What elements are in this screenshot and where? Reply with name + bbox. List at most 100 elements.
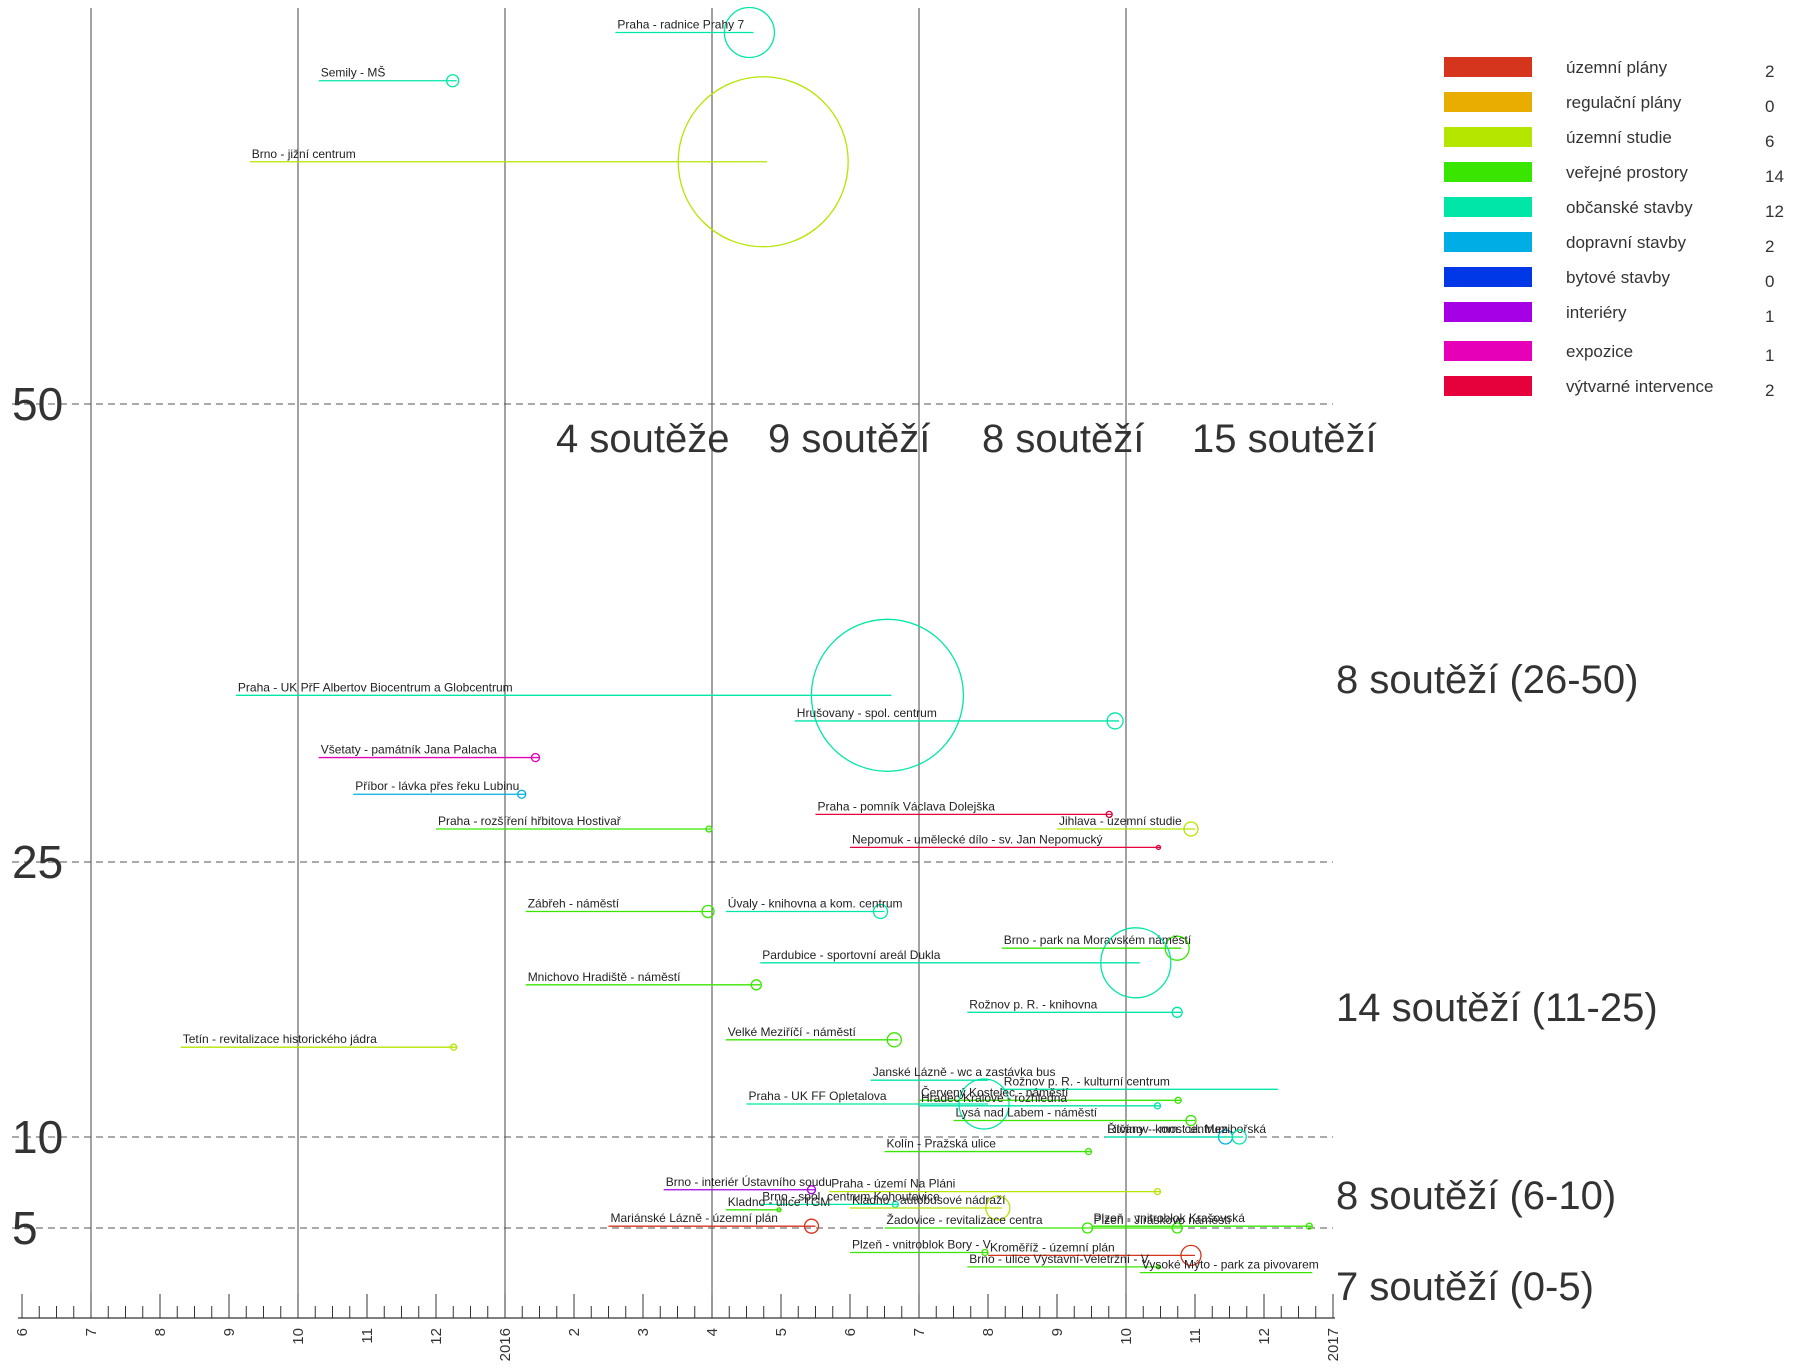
legend-count: 1 [1765,346,1774,365]
competition-label: Plzeň - Jiráskovo náměstí [1094,1213,1232,1227]
competition-bubble [1155,1264,1162,1270]
competition-mark: Janské Lázně - wc a zastávka bus [870,1065,1055,1081]
legend-count: 0 [1765,97,1774,116]
competition-bubble [958,1078,1010,1130]
legend-swatch [1444,57,1532,77]
competition-label: Žadovice - revitalizace centra [887,1212,1043,1227]
x-tick-label: 10 [1118,1328,1135,1345]
competition-label: Hradec Králové - rozhledna [921,1091,1067,1105]
group-count-label: 15 soutěží [1192,417,1377,461]
legend-label: expozice [1566,342,1633,361]
competition-label: Zábřeh - náměstí [528,897,620,911]
x-tick-label: 11 [1187,1328,1204,1344]
legend-count: 2 [1765,62,1774,81]
legend-swatch [1444,302,1532,322]
competition-label: Brno - park na Moravském náměstí [1004,933,1192,947]
competition-mark: Plzeň - vnitroblok Bory - V [850,1237,991,1257]
competition-mark: Brno - park na Moravském náměstí [1001,933,1192,961]
legend-item: územní studie 6 [1444,127,1774,151]
competition-label: Brno - ulice Výstavní-Veletržní - V [969,1252,1148,1266]
competition-label: Červený Kostelec - náměstí [921,1084,1069,1099]
competition-bubble [530,752,541,763]
x-tick-label: 2 [566,1328,583,1336]
competition-bubble [1171,1222,1183,1234]
competition-mark: Říčany - kom. centrum [1105,1121,1247,1145]
competition-mark: Brno - spol. centrum Kohoutovice [760,1189,940,1208]
competition-label: Velké Meziříčí - náměstí [728,1025,857,1039]
competition-bubble [872,903,889,920]
competition-bubble [1171,1006,1183,1018]
competition-label: Úvaly - knihovna a kom. centrum [728,896,903,911]
competition-bubble [1084,1147,1093,1156]
competition-mark: Jihlava - územní studie [1057,814,1199,837]
legend-count: 1 [1765,307,1774,326]
legend-swatch [1444,376,1532,396]
competition-mark: Zábřeh - náměstí [525,897,715,919]
competition-bubble [1180,1244,1202,1267]
legend-item: dopravní stavby 2 [1444,232,1774,256]
competition-bubble [1155,844,1162,850]
competition-label: Příbor - lávka přes řeku Lubinu [355,779,519,793]
competition-mark: Všetaty - památník Jana Palacha [318,743,541,763]
competition-bubble [723,6,776,59]
legend-item: výtvarné intervence 2 [1444,376,1774,400]
competition-bubble [517,789,527,799]
competition-mark: Rožnov p. R. - kulturní centrum [1001,1074,1278,1090]
competition-label: Kladno - autobusové nádraží [852,1193,1006,1207]
competition-mark: Lysá nad Labem - náměstí [953,1106,1197,1127]
competition-mark: Příbor - lávka přes řeku Lubinu [353,779,527,799]
legend-label: regulační plány [1566,93,1682,112]
competition-bubble [1174,1096,1182,1104]
x-tick-label: 5 [773,1328,790,1336]
x-tick-label: 6 [842,1328,859,1336]
legend-item: bytové stavby 0 [1444,267,1774,291]
competition-mark: Červený Kostelec - náměstí [919,1084,1182,1104]
legend-swatch [1444,232,1532,252]
competition-mark: Úvaly - knihovna a kom. centrum [725,896,903,920]
competition-label: Kroměříž - územní plán [990,1240,1115,1254]
competition-label: Tetín - revitalizace historického jádra [183,1032,377,1046]
competition-label: Praha - území Na Pláni [831,1177,955,1191]
competition-bubble [450,1043,458,1051]
competition-mark: Žadovice - revitalizace centra [884,1212,1094,1234]
competition-mark: Semily - MŠ [318,65,460,88]
legend-item: expozice 1 [1444,341,1774,365]
legend-label: bytové stavby [1566,268,1670,287]
competition-mark: Kladno - ulice TGM [725,1195,830,1213]
legend-count: 2 [1765,381,1774,400]
competition-bubble [981,1248,989,1257]
competition-mark: Praha - UK FF Opletalova [746,1078,1010,1130]
x-tick-label: 4 [704,1328,721,1336]
legend-swatch [1444,341,1532,361]
x-tick-label: 2016 [497,1328,514,1361]
competition-label: Nepomuk - umělecké dílo - sv. Jan Nepomu… [852,832,1103,846]
competition-marks: Praha - radnice Prahy 7 Semily - MŠ Brno -… [180,6,1319,1274]
legend-swatch [1444,197,1532,217]
competition-mark: Praha - území Na Pláni [829,1177,1162,1196]
competition-mark: Plzeň - vnitroblok Krašovská [1091,1211,1313,1230]
legend-item: občanské stavby 12 [1444,197,1784,221]
competition-mark: Pardubice - sportovní areál Dukla [760,927,1172,999]
legend-swatch [1444,162,1532,182]
competition-bubble [1183,821,1199,837]
x-tick-label: 10 [290,1328,307,1345]
competition-label: Praha - UK FF Opletalova [749,1089,887,1103]
competition-label: Mariánské Lázně - územní plán [611,1211,778,1225]
y-tick-label-25: 25 [12,836,63,888]
group-count-label: 8 soutěží (6-10) [1336,1174,1616,1218]
competition-bubble [677,76,849,248]
legend-count: 0 [1765,272,1774,291]
competition-bubble [1231,1129,1247,1145]
legend-item: interiéry 1 [1444,302,1774,326]
x-tick-label: 7 [83,1328,100,1336]
x-tick-label: 9 [221,1328,238,1336]
legend-label: územní plány [1566,58,1668,77]
competition-label: Rožnov p. R. - knihovna [969,997,1097,1011]
competition-mark: Mnichovo Hradiště - náměstí [525,970,762,991]
x-tick-label: 8 [152,1328,169,1336]
legend-item: veřejné prostory 14 [1444,162,1784,186]
competition-label: Semily - MŠ [321,65,386,80]
competition-mark: Mariánské Lázně - územní plán [608,1211,820,1234]
y-tick-label-10: 10 [12,1111,63,1163]
